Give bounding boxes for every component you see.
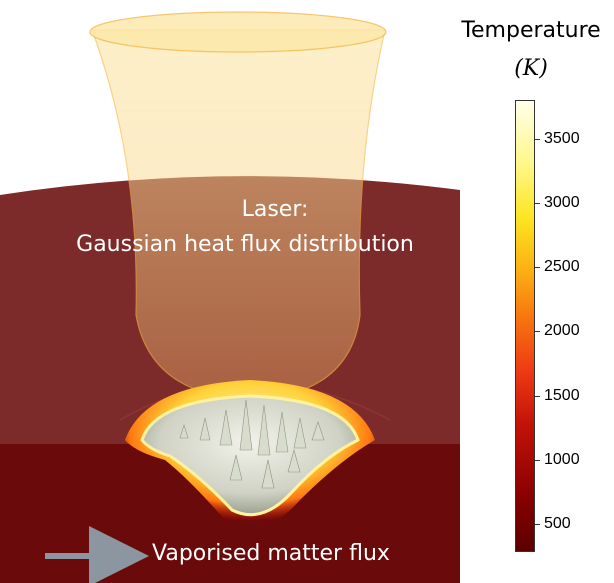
melt-pool <box>140 394 360 517</box>
colorbar-tick <box>534 267 540 269</box>
colorbar-tick-label: 2500 <box>544 258 580 276</box>
temperature-colorbar <box>515 100 535 552</box>
colorbar-unit: (K) <box>514 56 548 81</box>
colorbar-tick <box>534 138 540 140</box>
colorbar-tick <box>534 331 540 333</box>
colorbar-tick <box>534 202 540 204</box>
colorbar-tick-label: 2000 <box>544 322 580 340</box>
laser-top <box>89 11 387 53</box>
colorbar-tick-label: 1000 <box>544 451 580 468</box>
colorbar-tick-label: 3000 <box>544 193 580 211</box>
colorbar-tick <box>534 524 540 526</box>
laser-label-title: Laser: <box>241 197 309 222</box>
vapor-flux-label: Vaporised matter flux <box>152 541 390 566</box>
colorbar-tick-label: 3500 <box>544 129 580 147</box>
colorbar-tick-label: 1500 <box>544 386 580 404</box>
vapor-arrows <box>179 399 325 489</box>
colorbar-tick-label: 500 <box>544 515 571 533</box>
laser-label-description: Gaussian heat flux distribution <box>76 232 414 257</box>
colorbar-tick <box>534 460 540 461</box>
colorbar-title: Temperature <box>461 18 601 43</box>
colorbar-tick <box>534 395 540 397</box>
